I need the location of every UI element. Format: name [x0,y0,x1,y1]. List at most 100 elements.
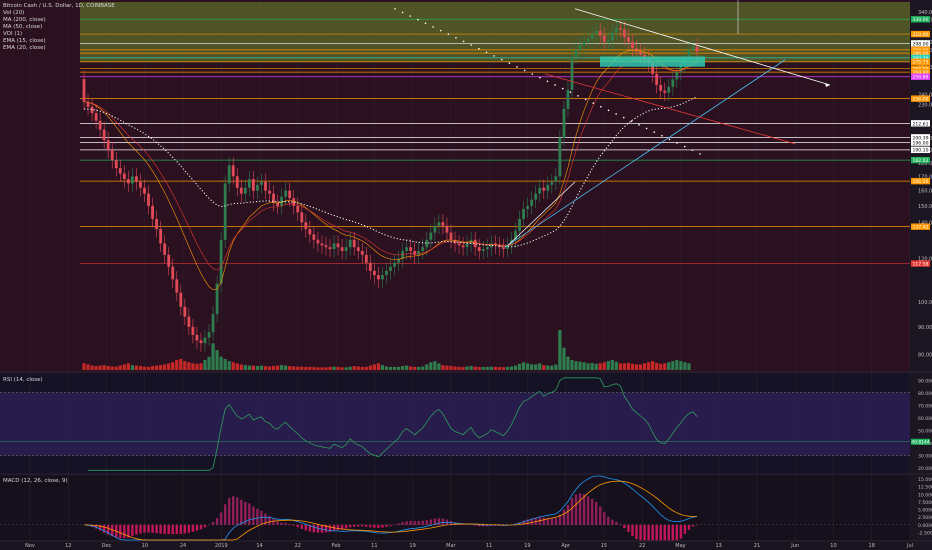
volume-bar [634,364,639,370]
volume-bar [606,361,610,370]
volume-bar [239,364,243,370]
macd-hist-bar [304,524,308,531]
x-tick-label: 11 [486,543,492,549]
volume-bar [288,366,292,370]
volume-bar [582,362,586,370]
volume-bar [554,364,558,370]
price-level-label: 196.00 [912,141,928,147]
candle-body [530,199,534,206]
candle-body [566,89,570,109]
candle-body [272,193,275,203]
price-level-tag [911,30,930,38]
volume-bar [659,363,663,370]
candle-body [606,40,610,42]
macd-hist-bar [397,523,400,526]
volume-bar [82,363,86,370]
rsi-last-value: 40.8144 [911,440,929,446]
legend-ema15: EMA (15, close) [3,38,46,44]
price-level-tag [911,40,930,47]
volume-bar [296,366,300,370]
ma50-line [83,96,698,248]
volume-bar [340,367,344,370]
candle-body [332,243,336,250]
rsi-tick-label: 30.0000 [918,453,932,459]
macd-hist-bar [611,519,614,526]
candle-body [372,270,376,276]
ma200-dot [493,55,495,57]
candle-body [155,218,159,230]
macd-hist-bar [377,524,380,528]
candle-body [526,205,530,210]
macd-hist-bar [667,524,670,541]
rsi-tick-label: 50.0000 [918,428,932,434]
candle-body [558,137,562,177]
macd-hist-bar [155,524,158,534]
price-tick-label: 100.00 [918,300,932,306]
price-tick-label: 90.00 [918,325,932,331]
candle-body [364,254,368,263]
rsi-tick-label: 70.0000 [918,403,932,409]
x-tick-label: 13 [716,543,722,549]
macd-hist-bar [679,524,683,539]
price-level-tag [911,46,930,54]
price-level-tag [911,54,930,62]
macd-hist-bar [691,524,695,527]
volume-bar [513,365,518,370]
volume-bar [380,365,385,370]
ma200-dot [691,149,694,152]
volume-bar [497,367,502,370]
trendline-arrow [825,83,830,88]
volume-bar [352,366,356,370]
ema20-line [83,59,698,271]
volume-bar [324,367,328,370]
volume-bar [191,363,195,370]
macd-hist-bar [675,524,679,541]
candle-body [183,306,187,317]
price-tick-label: 170.00 [918,174,932,180]
macd-hist-bar [260,510,263,526]
candle-body [381,275,384,280]
volume-bar [687,363,691,370]
volume-bar [618,363,622,370]
volume-bar [655,362,659,370]
descending-trendline [574,8,831,86]
candle-body [86,101,90,107]
candle-body [534,193,538,200]
volume-bar [223,358,227,370]
volume-bar [558,330,562,370]
price-level-tag [911,95,930,102]
macd-hist-bar [240,499,243,526]
volume-bar [574,361,578,370]
candle-body [409,247,413,251]
volume-bar [429,362,433,370]
price-level-label: 310.00 [912,32,928,38]
volume-bar [493,366,497,370]
macd-hist-bar [139,524,142,534]
x-tick-label: Jun [790,543,799,549]
ma200-dot [615,113,617,115]
volume-bar [489,366,493,370]
macd-hist-bar [437,518,441,526]
ma200-dot [638,124,640,126]
volume-bar [505,366,510,370]
volume-bar [171,362,175,370]
macd-hist-bar [623,524,626,529]
x-tick-label: 21 [754,543,760,549]
volume-bar [126,363,130,370]
volume-bar [538,363,542,370]
candle-body [348,239,352,248]
candle-body [522,209,525,219]
candle-body [356,247,360,251]
macd-hist-bar [252,506,255,526]
macd-tick-label: 5.0000 [918,508,932,514]
price-tick-label: 180.00 [918,161,932,167]
candle-body [622,29,626,38]
legend-voi: VOI (1) [3,31,23,37]
candle-body [328,247,332,250]
ma200-dot [447,33,450,35]
candle-body [340,247,344,251]
candle-body [175,279,179,293]
